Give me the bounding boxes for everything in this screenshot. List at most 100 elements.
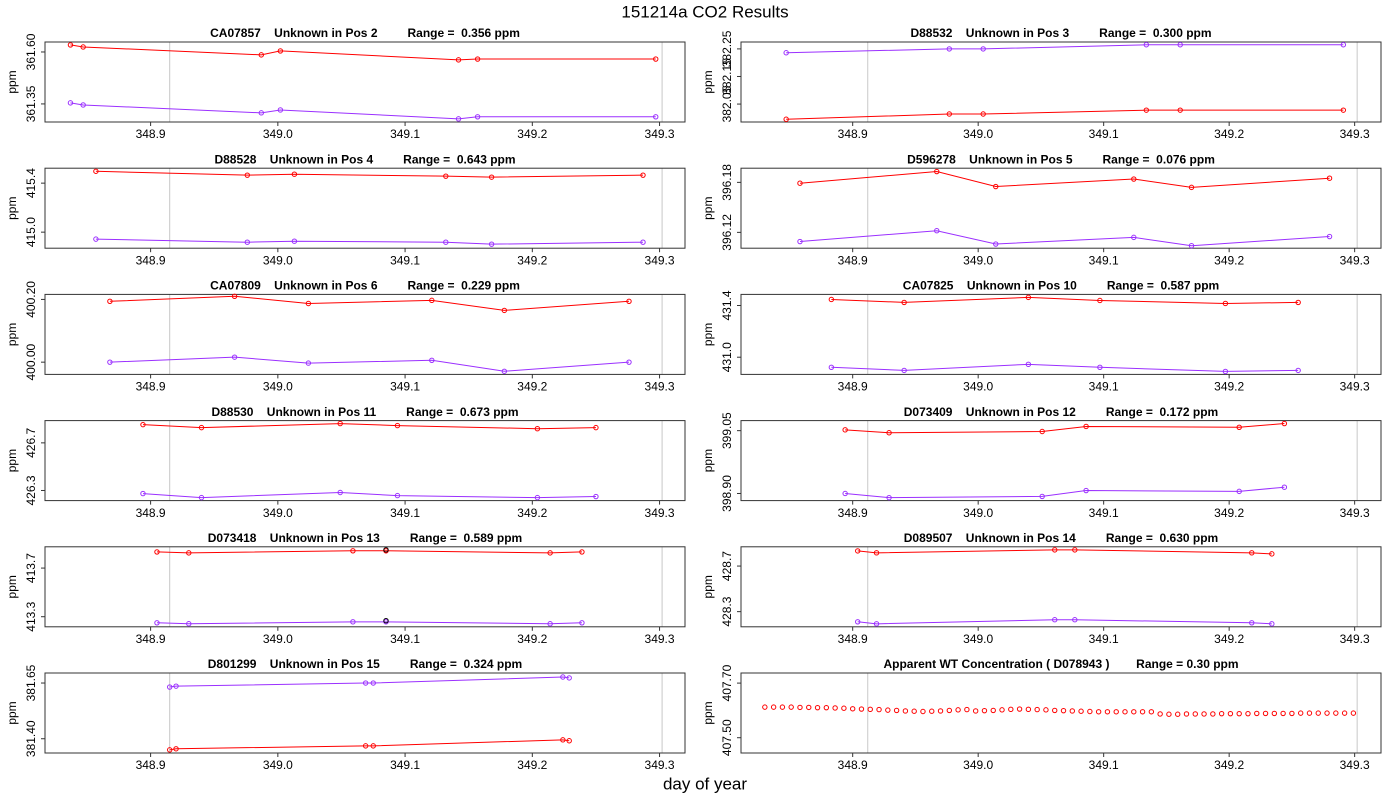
x-tick-label: 349.2: [517, 380, 547, 394]
data-point: [797, 704, 803, 711]
data-point: [1236, 424, 1242, 431]
y-tick-label: 382.25: [720, 30, 734, 67]
data-point: [842, 490, 848, 497]
data-point: [934, 168, 940, 175]
data-point: [547, 621, 553, 627]
data-point: [1148, 709, 1155, 715]
data-point: [980, 111, 986, 117]
data-point: [1236, 488, 1242, 495]
y-tick-label: 382.15: [720, 58, 734, 95]
data-point: [501, 307, 508, 314]
data-point: [244, 172, 251, 178]
data-point: [258, 110, 265, 116]
y-tick-label: 415.4: [24, 168, 38, 198]
data-point: [1324, 710, 1330, 716]
x-tick-label: 349.1: [390, 758, 420, 772]
y-tick-label: 381.40: [24, 720, 38, 757]
data-point: [231, 293, 238, 299]
data-point: [277, 107, 284, 113]
data-point: [1262, 710, 1269, 717]
series-line: [70, 44, 656, 61]
data-point: [443, 239, 449, 245]
data-point: [1245, 710, 1251, 717]
data-point: [828, 296, 835, 303]
x-tick-label: 348.9: [136, 127, 166, 141]
data-point: [626, 298, 632, 305]
data-point: [337, 489, 343, 496]
x-tick-label: 349.3: [1340, 632, 1370, 646]
data-point: [1295, 367, 1301, 374]
series-line: [142, 492, 596, 499]
data-point: [154, 549, 160, 555]
x-tick-label: 349.3: [1340, 127, 1370, 141]
x-tick-label: 349.3: [1340, 506, 1370, 520]
data-point: [198, 494, 205, 501]
y-axis-label: ppm: [701, 323, 715, 346]
series-line: [857, 549, 1272, 555]
panel-title: D88532 Unknown in Pos 3 Range = 0.300 pp…: [910, 26, 1211, 40]
data-point: [579, 549, 585, 555]
x-tick-label: 349.1: [390, 380, 420, 394]
x-tick-label: 349.3: [645, 758, 675, 772]
data-point: [1236, 710, 1242, 717]
data-point: [1340, 42, 1347, 48]
data-point: [534, 494, 541, 501]
x-tick-label: 349.1: [1089, 253, 1119, 267]
data-point: [1341, 710, 1348, 716]
y-tick-label: 413.7: [24, 553, 38, 583]
data-point: [993, 241, 999, 247]
data-point: [429, 357, 435, 363]
data-point: [1052, 547, 1058, 553]
data-point: [1306, 710, 1313, 716]
panel-title: CA07809 Unknown in Pos 6 Range = 0.229 p…: [210, 279, 520, 293]
series-line: [845, 486, 1285, 499]
data-point: [832, 705, 838, 711]
panel-title: CA07857 Unknown in Pos 2 Range = 0.356 p…: [210, 26, 520, 40]
data-point: [873, 621, 880, 627]
series-line: [109, 356, 630, 372]
data-point: [1175, 711, 1181, 717]
data-point: [501, 368, 508, 374]
data-point: [1188, 243, 1195, 249]
x-tick-label: 349.3: [645, 253, 675, 267]
series-line: [70, 102, 656, 120]
data-point: [1326, 175, 1333, 181]
y-tick-label: 400.20: [24, 281, 38, 318]
data-point: [653, 114, 659, 120]
x-tick-label: 349.2: [1214, 632, 1244, 646]
x-tick-label: 348.9: [838, 758, 868, 772]
y-tick-label: 413.3: [24, 601, 38, 631]
series-line: [857, 619, 1272, 625]
x-axis-label: day of year: [663, 774, 747, 793]
data-point: [140, 421, 146, 428]
x-tick-label: 349.1: [390, 253, 420, 267]
data-point: [1131, 234, 1137, 241]
panel-title: CA07825 Unknown in Pos 10 Range = 0.587 …: [903, 279, 1219, 293]
x-tick-label: 349.3: [645, 506, 675, 520]
data-point: [93, 168, 99, 174]
data-point: [1218, 710, 1225, 717]
data-point: [885, 707, 891, 713]
panel-title: D073418 Unknown in Pos 13 Range = 0.589 …: [208, 531, 522, 545]
data-point: [783, 116, 789, 122]
data-point: [534, 425, 541, 432]
data-point: [1113, 709, 1119, 715]
x-tick-label: 348.9: [136, 253, 166, 267]
series-line: [169, 676, 570, 688]
data-point: [93, 236, 99, 242]
data-point: [488, 241, 495, 247]
data-point: [873, 550, 880, 556]
x-tick-label: 349.2: [1214, 506, 1244, 520]
data-point: [305, 300, 312, 307]
data-point: [1340, 107, 1347, 113]
data-point: [443, 173, 449, 179]
data-point: [1016, 706, 1023, 712]
y-tick-label: 382.05: [720, 85, 734, 122]
data-point: [886, 494, 892, 501]
y-axis-label: ppm: [5, 575, 19, 598]
series-line: [799, 171, 1330, 188]
data-point: [1060, 707, 1067, 714]
data-point: [547, 550, 553, 556]
data-point: [788, 704, 794, 710]
x-tick-label: 349.0: [263, 758, 293, 772]
